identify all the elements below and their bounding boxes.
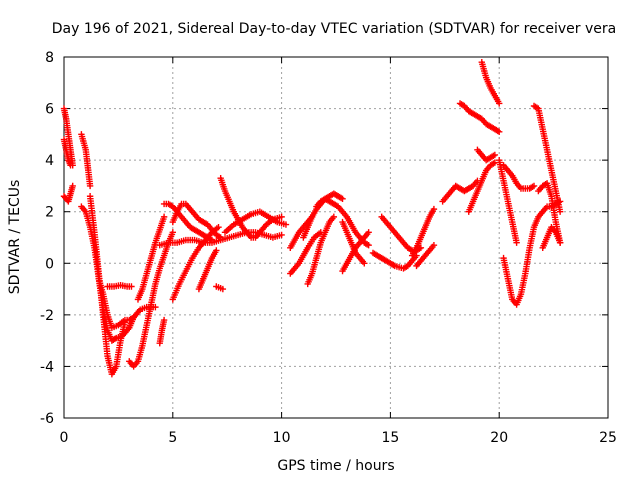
series-s38 xyxy=(500,162,538,192)
data-point xyxy=(213,247,220,254)
series-s7 xyxy=(95,275,159,331)
series-s33 xyxy=(465,159,499,215)
y-tick-label: -4 xyxy=(40,359,54,375)
series-s14 xyxy=(169,200,224,241)
data-point xyxy=(208,236,216,244)
series-s21 xyxy=(287,229,324,277)
series-s4 xyxy=(78,131,94,190)
series-s27 xyxy=(369,249,420,272)
series-s23 xyxy=(304,213,338,288)
x-axis-label: GPS time / hours xyxy=(277,458,394,474)
x-tick-label: 0 xyxy=(60,430,69,446)
series-s8 xyxy=(104,282,135,290)
data-point xyxy=(339,195,346,203)
y-tick-label: -6 xyxy=(40,411,54,427)
data-point xyxy=(496,100,503,107)
series-s19 xyxy=(221,208,290,236)
series-s2 xyxy=(60,182,76,205)
series-s24 xyxy=(313,195,372,249)
data-point xyxy=(430,242,438,249)
series-s32 xyxy=(456,100,503,135)
y-tick-label: 0 xyxy=(45,256,54,272)
data-points xyxy=(60,58,564,378)
series-s41 xyxy=(539,223,564,252)
series-s29 xyxy=(408,205,438,259)
data-point xyxy=(219,285,227,293)
data-point xyxy=(530,182,538,190)
series-s16 xyxy=(195,247,220,293)
y-tick-label: -2 xyxy=(40,308,54,324)
plot-frame xyxy=(63,56,609,419)
data-point xyxy=(86,182,94,190)
data-point xyxy=(278,213,285,221)
data-point xyxy=(215,223,222,231)
data-point xyxy=(128,283,135,290)
data-point xyxy=(513,239,520,246)
data-point xyxy=(556,239,564,246)
y-tick-labels: -6 -4 -2 0 2 4 6 8 xyxy=(40,50,54,427)
series-s36 xyxy=(496,156,520,246)
data-point xyxy=(496,128,503,135)
data-point xyxy=(282,221,290,228)
series-s9 xyxy=(126,229,176,370)
series-s18 xyxy=(213,283,227,293)
data-point xyxy=(361,260,368,267)
data-point xyxy=(160,213,168,221)
x-tick-labels: 0 5 10 15 20 25 xyxy=(60,430,617,446)
series-s15 xyxy=(169,223,222,303)
data-point xyxy=(491,151,499,159)
x-tick-label: 10 xyxy=(273,430,291,446)
series-s31 xyxy=(439,177,481,205)
series-s25 xyxy=(339,218,368,267)
data-point xyxy=(160,316,168,324)
series-s20 xyxy=(287,213,316,252)
data-point xyxy=(169,229,176,236)
axis-ticks xyxy=(63,56,609,419)
series-s37 xyxy=(500,198,564,308)
series-s3 xyxy=(60,136,74,169)
x-tick-label: 15 xyxy=(381,430,399,446)
data-point xyxy=(69,182,76,190)
x-tick-label: 25 xyxy=(599,430,617,446)
data-point xyxy=(330,213,338,221)
series-s34 xyxy=(478,58,503,107)
series-s11 xyxy=(156,316,168,347)
series-s39 xyxy=(530,102,564,215)
series-s35 xyxy=(474,146,499,164)
chart-title: Day 196 of 2021, Sidereal Day-to-day VTE… xyxy=(52,21,616,37)
y-tick-label: 6 xyxy=(45,102,54,118)
series-s30 xyxy=(413,242,438,270)
grid-lines xyxy=(64,57,608,418)
data-point xyxy=(278,231,285,239)
series-s22 xyxy=(300,190,346,241)
y-tick-label: 8 xyxy=(45,50,54,66)
series-s26 xyxy=(339,229,372,275)
x-tick-label: 5 xyxy=(168,430,177,446)
data-point xyxy=(67,162,74,169)
x-tick-label: 20 xyxy=(490,430,508,446)
data-point xyxy=(365,242,372,249)
y-tick-label: 2 xyxy=(45,205,54,221)
y-axis-label: SDTVAR / TECUs xyxy=(7,180,23,295)
data-point xyxy=(556,208,564,215)
data-point xyxy=(430,205,438,213)
data-point xyxy=(365,229,372,236)
data-point xyxy=(217,234,224,241)
y-tick-label: 4 xyxy=(45,153,54,169)
